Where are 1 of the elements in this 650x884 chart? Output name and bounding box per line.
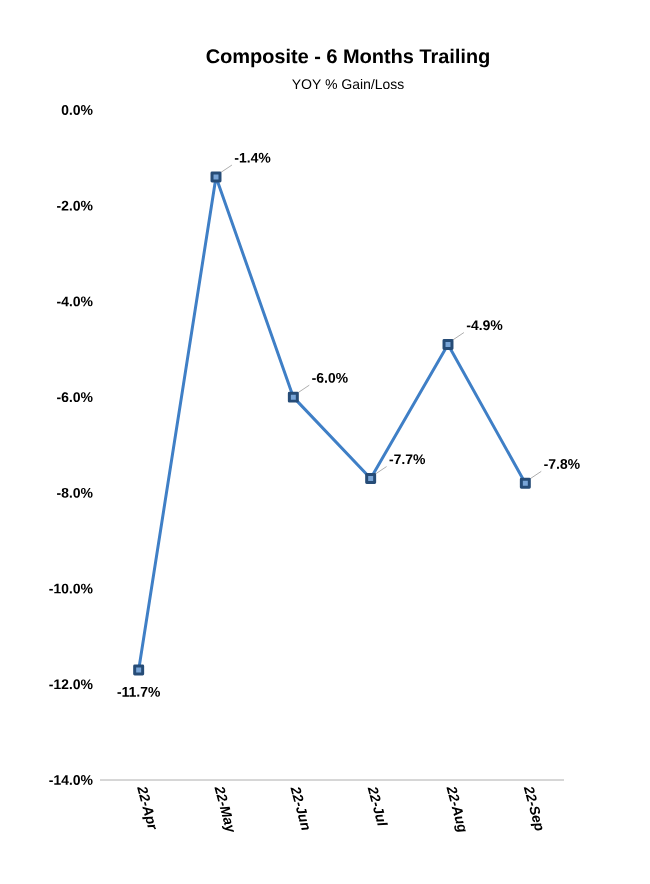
chart-title: Composite - 6 Months Trailing (206, 48, 489, 68)
